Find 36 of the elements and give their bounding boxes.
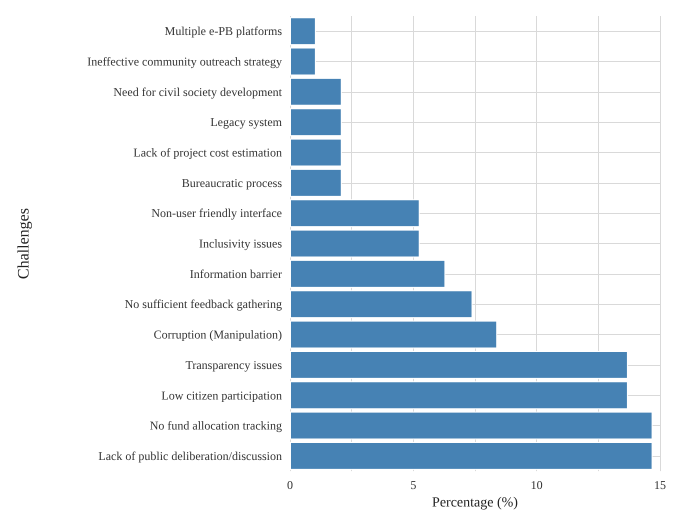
bar [290,78,342,106]
bar [290,230,420,258]
y-tick-label: Lack of project cost estimation [133,146,282,160]
y-tick-label: Lack of public deliberation/discussion [98,448,282,463]
y-tick-label: Ineffective community outreach strategy [87,54,282,69]
y-tick-label: No sufficient feedback gathering [124,297,282,312]
bar [290,168,342,197]
bar [290,108,342,136]
y-tick-label: No fund allocation tracking [150,418,282,433]
y-tick-label: Bureaucratic process [182,176,282,190]
bar [290,412,653,440]
y-tick-label: Information barrier [190,266,282,281]
y-tick-label: Legacy system [210,115,283,130]
y-tick-label: Transparency issues [185,358,282,372]
bar [290,48,316,76]
bar [290,290,473,318]
bar [290,381,628,410]
bar [290,138,342,166]
y-tick-label: Low citizen participation [161,388,282,402]
x-axis-title: Percentage (%) [432,496,518,510]
bar [290,260,446,288]
y-tick-label: Corruption (Manipulation) [154,328,282,342]
bar [290,320,498,349]
y-axis-title: Challenges [16,208,32,280]
bar [290,442,653,470]
x-tick-label: 10 [530,478,543,492]
x-tick-label: 5 [410,478,416,492]
y-tick-label: Multiple e-PB platforms [164,24,282,38]
bar [290,17,316,46]
y-tick-label: Need for civil society development [113,84,283,99]
x-tick-label: 15 [654,478,666,492]
y-tick-label: Inclusivity issues [199,236,282,251]
y-tick-label: Non-user friendly interface [151,206,282,220]
bar [290,350,628,379]
bar [290,199,420,228]
x-tick-label: 0 [287,478,293,492]
